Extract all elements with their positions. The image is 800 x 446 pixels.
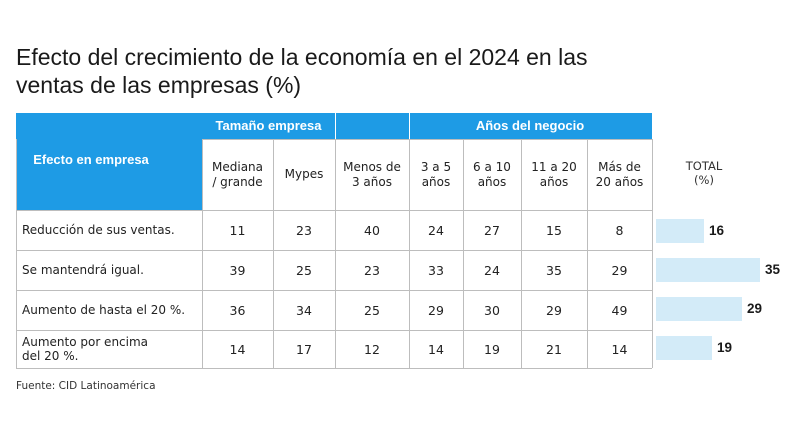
- grid-line: [202, 139, 652, 140]
- table-cell: 29: [546, 302, 562, 318]
- table-cell: 23: [296, 222, 312, 238]
- header-group-anios: Años del negocio: [475, 118, 585, 133]
- column-header: Más de 20 años: [595, 159, 644, 189]
- grid-line: [16, 330, 652, 331]
- row-label: Reducción de sus ventas.: [22, 223, 175, 237]
- table-cell: 40: [364, 222, 380, 238]
- table-cell: 49: [611, 302, 628, 318]
- table-cell: 14: [611, 341, 628, 357]
- total-bar: [656, 258, 760, 282]
- grid-line: [335, 139, 336, 368]
- table-cell: 36: [229, 302, 246, 318]
- header-divider: [335, 113, 336, 139]
- header-divider: [409, 113, 410, 139]
- table-cell: 14: [428, 341, 444, 357]
- total-header: TOTAL (%): [685, 159, 723, 187]
- grid-line: [16, 210, 652, 211]
- grid-line: [521, 139, 522, 368]
- total-value: 16: [709, 223, 725, 238]
- table-cell: 24: [428, 222, 444, 238]
- total-bar: [656, 297, 742, 321]
- source-note: Fuente: CID Latinoamérica: [16, 380, 156, 392]
- table-cell: 25: [296, 262, 312, 278]
- table-cell: 29: [611, 262, 628, 278]
- column-header: 3 a 5 años: [420, 159, 452, 189]
- total-bar: [656, 336, 712, 360]
- column-header: 11 a 20 años: [531, 159, 577, 189]
- chart-title: Efecto del crecimiento de la economía en…: [16, 44, 588, 98]
- table-cell: 27: [484, 222, 500, 238]
- column-header: Mediana / grande: [212, 159, 263, 189]
- grid-line: [409, 139, 410, 368]
- grid-line: [16, 139, 17, 368]
- table-cell: 19: [484, 341, 500, 357]
- total-value: 35: [765, 262, 781, 277]
- header-group-tamano: Tamaño empresa: [215, 118, 322, 133]
- total-value: 29: [747, 301, 763, 316]
- table-cell: 30: [484, 302, 500, 318]
- table-cell: 24: [484, 262, 500, 278]
- total-value: 19: [717, 340, 733, 355]
- header-efecto: Efecto en empresa: [33, 152, 149, 167]
- table-cell: 14: [229, 341, 246, 357]
- grid-line: [587, 139, 588, 368]
- grid-line: [273, 139, 274, 368]
- column-header: Mypes: [284, 167, 324, 181]
- data-table: Tamaño empresa Años del negocio Efecto e…: [16, 113, 653, 369]
- column-header: Menos de 3 años: [343, 159, 401, 189]
- grid-line: [16, 368, 652, 369]
- grid-line: [202, 139, 203, 368]
- table-cell: 21: [546, 341, 562, 357]
- table-cell: 39: [229, 262, 246, 278]
- column-header: 6 a 10 años: [473, 159, 511, 189]
- table-cell: 11: [229, 222, 246, 238]
- table-cell: 34: [296, 302, 312, 318]
- row-label: Aumento de hasta el 20 %.: [22, 303, 186, 317]
- table-cell: 8: [615, 222, 624, 238]
- table-cell: 23: [364, 262, 380, 278]
- table-cell: 25: [364, 302, 380, 318]
- grid-line: [652, 139, 653, 368]
- grid-line: [16, 290, 652, 291]
- table-cell: 33: [428, 262, 444, 278]
- grid-line: [463, 139, 464, 368]
- header-band: [16, 113, 652, 139]
- row-label: Aumento por encima del 20 %.: [22, 335, 149, 363]
- table-cell: 29: [428, 302, 444, 318]
- table-cell: 35: [546, 262, 562, 278]
- table-cell: 15: [546, 222, 562, 238]
- header-left-block: [16, 139, 202, 210]
- total-bar: [656, 219, 704, 243]
- table-cell: 17: [296, 341, 312, 357]
- table-cell: 12: [364, 341, 380, 357]
- grid-line: [16, 250, 652, 251]
- row-label: Se mantendrá igual.: [22, 263, 144, 277]
